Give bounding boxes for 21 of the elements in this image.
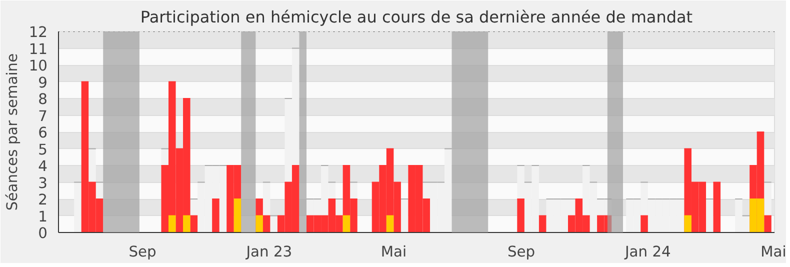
- x-tick-label: Mai: [760, 244, 786, 260]
- chart-title: Participation en hémicycle au cours de sa dernière année de mandat: [140, 8, 693, 26]
- x-tick-label: Jan 24: [624, 244, 671, 260]
- x-tick-label: Mai: [380, 244, 407, 260]
- y-tick-label: 12: [28, 24, 48, 41]
- y-tick-label: 8: [38, 91, 48, 108]
- x-tick-label: Jan 23: [245, 244, 292, 260]
- y-tick-label: 6: [38, 124, 48, 142]
- y-axis-title: Séances par semaine: [4, 53, 21, 211]
- y-tick-label: 1: [38, 208, 48, 226]
- y-tick-label: 4: [38, 158, 48, 175]
- x-tick-label: Sep: [128, 244, 156, 260]
- y-tick-label: 9: [38, 74, 48, 92]
- y-tick-label: 0: [38, 225, 48, 242]
- y-tick-label: 7: [38, 108, 48, 125]
- y-tick-label: 10: [28, 58, 48, 74]
- y-tick-label: 2: [38, 192, 48, 208]
- y-tick-label: 5: [38, 141, 48, 158]
- x-tick-label: Sep: [507, 244, 536, 260]
- y-tick-label: 11: [28, 40, 48, 58]
- y-tick-label: 3: [38, 174, 48, 192]
